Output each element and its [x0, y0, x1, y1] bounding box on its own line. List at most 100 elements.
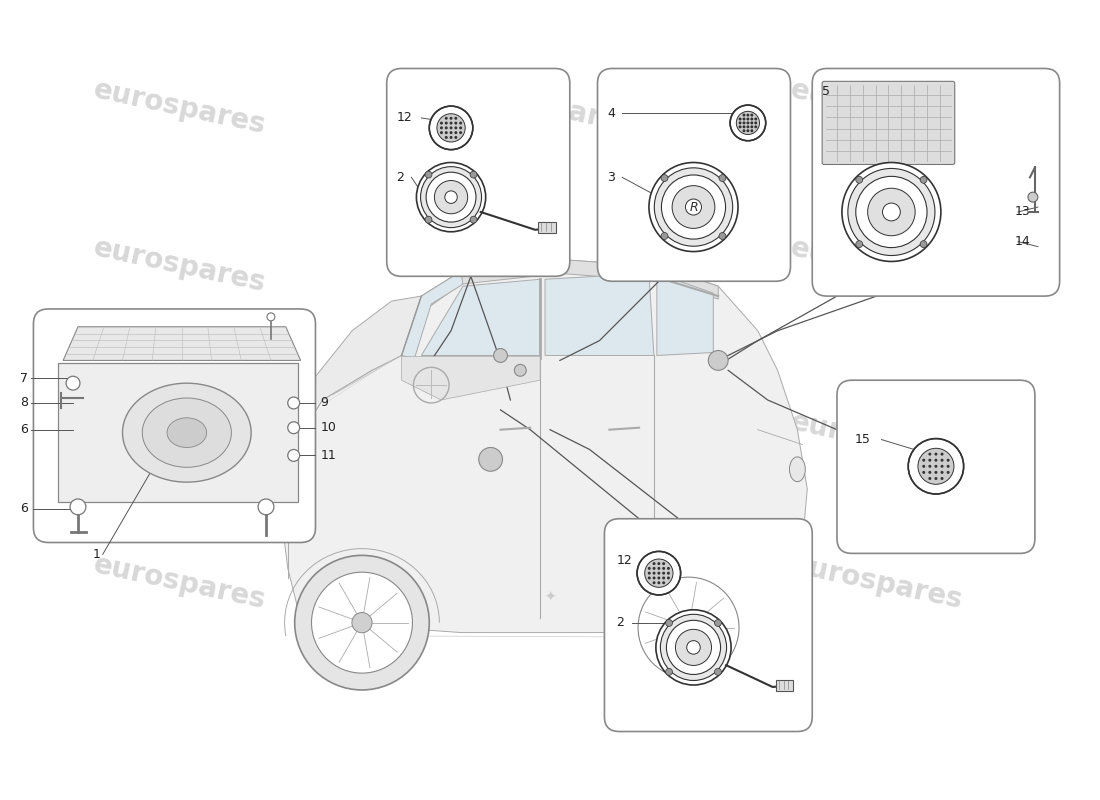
Text: 2: 2	[397, 171, 405, 184]
Circle shape	[654, 168, 733, 246]
Text: eurospares: eurospares	[788, 408, 966, 471]
Circle shape	[675, 630, 712, 666]
Circle shape	[425, 216, 432, 223]
Ellipse shape	[142, 398, 231, 467]
Circle shape	[661, 175, 726, 239]
Circle shape	[658, 567, 660, 570]
Circle shape	[662, 582, 665, 584]
Circle shape	[459, 131, 462, 134]
Text: eurospares: eurospares	[461, 75, 639, 139]
Circle shape	[288, 450, 299, 462]
Circle shape	[450, 131, 452, 134]
Circle shape	[70, 499, 86, 514]
Circle shape	[672, 186, 715, 229]
Text: eurospares: eurospares	[91, 408, 268, 471]
Circle shape	[417, 162, 486, 232]
Text: 15: 15	[855, 433, 871, 446]
Circle shape	[679, 618, 699, 638]
Circle shape	[736, 111, 759, 134]
Circle shape	[667, 577, 670, 579]
Circle shape	[638, 577, 739, 678]
Circle shape	[747, 114, 749, 117]
Circle shape	[856, 241, 862, 248]
Circle shape	[928, 458, 932, 462]
Circle shape	[935, 458, 937, 462]
Circle shape	[440, 131, 443, 134]
Circle shape	[686, 641, 701, 654]
Circle shape	[515, 364, 526, 376]
Circle shape	[719, 174, 726, 182]
FancyBboxPatch shape	[837, 380, 1035, 554]
Circle shape	[450, 122, 452, 125]
Circle shape	[666, 668, 672, 675]
Text: ✦: ✦	[544, 591, 556, 605]
Circle shape	[425, 171, 432, 178]
Circle shape	[738, 118, 741, 121]
Circle shape	[454, 117, 458, 120]
Text: 14: 14	[1015, 235, 1031, 248]
Circle shape	[742, 130, 746, 132]
Circle shape	[311, 572, 412, 673]
Circle shape	[667, 567, 670, 570]
Circle shape	[450, 117, 452, 120]
Circle shape	[288, 397, 299, 409]
Circle shape	[444, 191, 458, 203]
Text: 12: 12	[616, 554, 632, 567]
FancyBboxPatch shape	[33, 309, 316, 542]
Circle shape	[662, 572, 665, 574]
Circle shape	[429, 106, 473, 150]
Circle shape	[935, 465, 937, 468]
Polygon shape	[58, 363, 298, 502]
Circle shape	[922, 458, 925, 462]
Polygon shape	[421, 279, 540, 355]
Circle shape	[459, 122, 462, 125]
Circle shape	[947, 471, 949, 474]
Circle shape	[842, 162, 940, 262]
Text: 5: 5	[822, 85, 830, 98]
Circle shape	[645, 559, 673, 587]
Circle shape	[470, 216, 477, 223]
Polygon shape	[402, 357, 540, 400]
Circle shape	[935, 477, 937, 480]
Circle shape	[444, 122, 448, 125]
Circle shape	[750, 130, 754, 132]
Circle shape	[454, 136, 458, 139]
Circle shape	[747, 122, 749, 125]
Text: eurospares: eurospares	[91, 75, 268, 139]
Text: R: R	[690, 201, 697, 214]
Circle shape	[658, 562, 660, 565]
Circle shape	[755, 126, 757, 128]
Circle shape	[478, 447, 503, 471]
Text: eurospares: eurospares	[91, 550, 268, 614]
Circle shape	[637, 551, 681, 595]
Circle shape	[450, 126, 452, 130]
Circle shape	[750, 122, 754, 125]
Circle shape	[868, 188, 915, 236]
FancyBboxPatch shape	[822, 82, 955, 165]
Circle shape	[426, 172, 476, 222]
Circle shape	[750, 118, 754, 121]
Circle shape	[755, 118, 757, 121]
Circle shape	[742, 114, 746, 117]
Circle shape	[742, 122, 746, 125]
Text: 7: 7	[21, 372, 29, 385]
Circle shape	[928, 471, 932, 474]
Ellipse shape	[790, 457, 805, 482]
Circle shape	[920, 241, 927, 248]
Circle shape	[940, 477, 944, 480]
Circle shape	[719, 233, 726, 239]
Text: 11: 11	[320, 449, 337, 462]
Circle shape	[928, 465, 932, 468]
Circle shape	[920, 176, 927, 183]
Circle shape	[747, 130, 749, 132]
Circle shape	[444, 136, 448, 139]
Circle shape	[454, 126, 458, 130]
Circle shape	[660, 614, 727, 681]
Circle shape	[935, 453, 937, 455]
Polygon shape	[657, 274, 713, 355]
Text: 3: 3	[607, 171, 615, 184]
Circle shape	[667, 572, 670, 574]
Circle shape	[658, 577, 660, 579]
Polygon shape	[421, 259, 718, 309]
Circle shape	[922, 465, 925, 468]
